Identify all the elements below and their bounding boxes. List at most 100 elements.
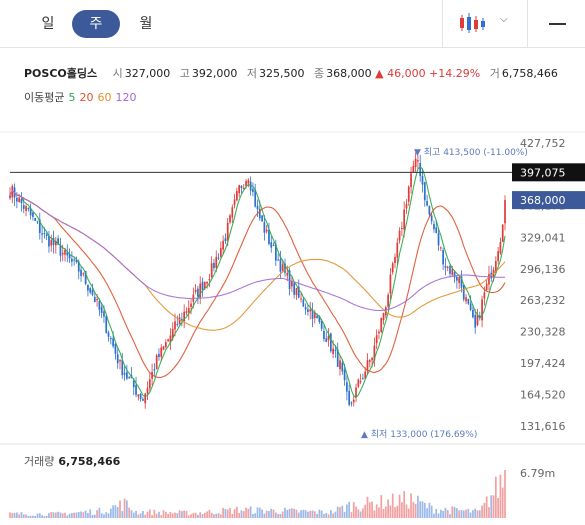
candle-body (355, 387, 357, 398)
volume-value: 6,758,466 (501, 67, 558, 80)
volume-bar (16, 512, 18, 518)
volume-bar (284, 507, 286, 518)
candle-body (403, 209, 406, 230)
volume-bar (469, 512, 472, 518)
candle-body (245, 181, 247, 187)
candle-body (327, 335, 330, 341)
candle-body (501, 224, 504, 242)
ma60-label: 60 (97, 91, 112, 104)
candle-body (449, 265, 451, 274)
volume-bar (22, 514, 25, 518)
candle-body (362, 378, 364, 380)
volume-bar (444, 507, 447, 518)
candle-body (107, 332, 110, 337)
volume-max-label: 6.79m (520, 467, 555, 480)
volume-bar (320, 510, 323, 518)
tab-monthly[interactable]: 월 (139, 16, 153, 32)
volume-bar (270, 508, 273, 518)
volume-bar (13, 512, 16, 518)
volume-bar (348, 501, 351, 518)
volume-bar (87, 512, 89, 518)
volume-bar (132, 512, 135, 518)
candle-body (213, 262, 215, 269)
volume-bar (169, 511, 172, 518)
volume-bar (350, 512, 353, 518)
volume-bar (210, 512, 213, 518)
close-label: 종 (314, 67, 325, 80)
candle-body (279, 259, 282, 272)
candle-body (284, 263, 286, 273)
candle-body (304, 307, 307, 310)
candle-body (334, 349, 337, 351)
candle-body (151, 371, 153, 379)
volume-bar (187, 515, 190, 518)
candle-body (164, 342, 167, 348)
candle-body (146, 388, 149, 394)
volume-bar (311, 510, 314, 518)
candle-body (329, 333, 332, 352)
volume-bar (318, 509, 321, 518)
high-label: 고 (179, 67, 190, 80)
volume-bar (485, 496, 488, 518)
candle-body (380, 317, 383, 332)
volume-bar (483, 502, 486, 518)
volume-bar (64, 512, 66, 518)
volume-bar (146, 511, 149, 518)
volume-bar (451, 506, 454, 518)
candle-body (226, 222, 229, 241)
volume-bar (497, 498, 499, 518)
volume-bar (384, 506, 387, 518)
candle-body (169, 335, 172, 343)
stock-name: POSCO홀딩스 (24, 67, 98, 80)
chevron-down-icon[interactable]: ⌵ (500, 14, 508, 25)
candle-body (77, 261, 80, 272)
volume-bar (309, 510, 312, 518)
volume-bar (359, 511, 362, 518)
volume-bar (252, 514, 254, 518)
tab-daily[interactable]: 일 (41, 16, 55, 32)
candle-body (98, 301, 101, 310)
candle-body (472, 309, 474, 318)
candle-body (87, 284, 89, 291)
volume-bar (158, 511, 160, 518)
candle-body (497, 251, 499, 262)
candle-body (240, 185, 243, 189)
candle-body (174, 321, 176, 330)
volume-bar (105, 512, 108, 518)
candle-body (178, 317, 181, 325)
volume-bar (364, 504, 367, 518)
candle-body (132, 380, 135, 388)
volume-bar (414, 503, 417, 518)
candle-body (162, 346, 165, 350)
crosshair-value: 397,075 (520, 166, 566, 179)
candle-body (54, 241, 57, 246)
candle-body (488, 274, 490, 285)
candle-body (142, 399, 144, 401)
candle-body (300, 298, 302, 300)
candle-body (313, 313, 316, 319)
volume-bar (446, 509, 449, 518)
candle-body (268, 229, 270, 244)
volume-bar (481, 505, 483, 518)
tab-weekly[interactable]: 주 (72, 10, 120, 38)
volume-bar (439, 509, 442, 518)
candle-body (281, 264, 284, 271)
candle-body (451, 269, 454, 275)
minus-icon[interactable] (549, 23, 566, 25)
candle-body (112, 338, 114, 347)
candle-body (288, 270, 291, 290)
volume-bar (437, 513, 440, 518)
candlestick-icon[interactable] (458, 12, 486, 34)
candle-body (75, 259, 78, 263)
volume-bar (36, 513, 39, 518)
candle-body (476, 314, 479, 326)
candle-body (160, 347, 163, 357)
candle-body (109, 338, 112, 340)
y-tick-label: 296,136 (520, 263, 566, 276)
volume-bar (325, 512, 328, 518)
ma20-line (9, 189, 506, 379)
candle-body (343, 369, 346, 381)
candle-body (426, 201, 428, 206)
candle-body (428, 206, 431, 215)
